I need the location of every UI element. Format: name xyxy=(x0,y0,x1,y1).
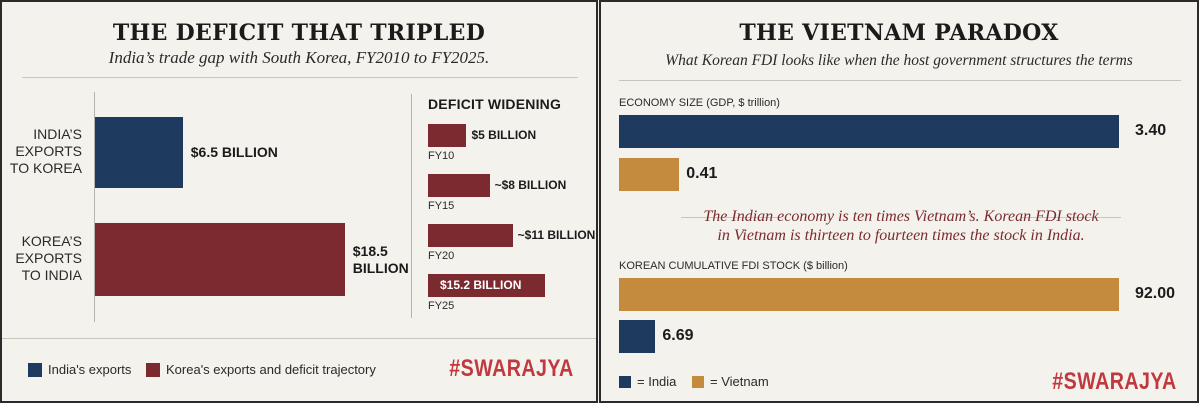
legend-label-india-exports: India's exports xyxy=(48,362,132,377)
gdp-section-label: ECONOMY SIZE (GDP, $ trillion) xyxy=(619,97,780,109)
deficit-year-FY25: FY25 xyxy=(428,300,455,312)
legend-swatch-india-exports xyxy=(28,363,42,377)
deficit-year-FY15: FY15 xyxy=(428,200,455,212)
gdp-bar-india xyxy=(619,115,1119,148)
fdi-value-india: 6.69 xyxy=(662,327,694,344)
legend-swatch-korea-exports xyxy=(146,363,160,377)
left-title: THE DEFICIT THAT TRIPLED xyxy=(112,20,486,46)
brand-logo: #SWARAJYA xyxy=(449,355,574,382)
main-category-label-0: INDIA’S EXPORTS TO KOREA xyxy=(9,125,82,176)
callout-rule-right xyxy=(1021,217,1121,218)
fdi-bar-vietnam xyxy=(619,278,1119,311)
deficit-year-FY10: FY10 xyxy=(428,150,455,162)
main-bar-1 xyxy=(95,223,345,296)
deficit-bar-FY25 xyxy=(428,274,545,297)
callout-line-1: The Indian economy is ten times Vietnam’… xyxy=(703,208,1099,225)
fdi-section-label: KOREAN CUMULATIVE FDI STOCK ($ billion) xyxy=(619,260,848,272)
left-divider xyxy=(22,77,578,78)
gdp-bar-vietnam xyxy=(619,158,680,191)
callout-line-2: in Vietnam is thirteen to fourteen times… xyxy=(717,227,1085,244)
main-axis-line xyxy=(94,92,95,322)
main-category-label-1: KOREA’S EXPORTS TO INDIA xyxy=(15,232,82,283)
deficit-bar-FY10 xyxy=(428,124,467,147)
main-bar-0 xyxy=(95,117,183,188)
right-panel: THE VIETNAM PARADOX What Korean FDI look… xyxy=(599,0,1199,403)
legend-swatch-vietnam xyxy=(692,376,704,388)
right-title: THE VIETNAM PARADOX xyxy=(739,20,1059,46)
legend-divider xyxy=(2,338,596,339)
main-value-label-0: $6.5 BILLION xyxy=(190,144,278,160)
brand-logo-right: #SWARAJYA xyxy=(1052,368,1177,395)
fdi-bar-india xyxy=(619,320,656,353)
left-subtitle: India’s trade gap with South Korea, FY20… xyxy=(108,48,490,67)
deficit-bar-FY20 xyxy=(428,224,513,247)
deficit-value-FY10: $5 BILLION xyxy=(471,128,537,142)
callout-rule-left xyxy=(681,217,781,218)
deficit-value-FY20: ~$11 BILLION xyxy=(517,228,596,242)
deficit-value-FY15: ~$8 BILLION xyxy=(494,178,567,192)
left-panel: THE DEFICIT THAT TRIPLED India’s trade g… xyxy=(0,0,598,403)
gdp-value-india: 3.40 xyxy=(1135,122,1167,139)
gdp-value-vietnam: 0.41 xyxy=(686,165,718,182)
section-divider xyxy=(411,94,412,318)
fdi-value-vietnam: 92.00 xyxy=(1135,285,1176,302)
legend-swatch-india xyxy=(619,376,631,388)
deficit-value-FY25: $15.2 BILLION xyxy=(440,278,522,292)
deficit-bar-FY15 xyxy=(428,174,490,197)
right-subtitle: What Korean FDI looks like when the host… xyxy=(665,52,1133,69)
callout-text: The Indian economy is ten times Vietnam’… xyxy=(641,207,1161,245)
legend-label-korea-exports: Korea's exports and deficit trajectory xyxy=(166,362,376,377)
right-divider xyxy=(619,80,1181,81)
legend-label-india: = India xyxy=(637,374,677,389)
deficit-year-FY20: FY20 xyxy=(428,250,455,262)
legend-label-vietnam: = Vietnam xyxy=(710,374,769,389)
deficit-widening-heading: DEFICIT WIDENING xyxy=(428,96,562,112)
main-value-label-1: $18.5 BILLION xyxy=(352,242,409,276)
